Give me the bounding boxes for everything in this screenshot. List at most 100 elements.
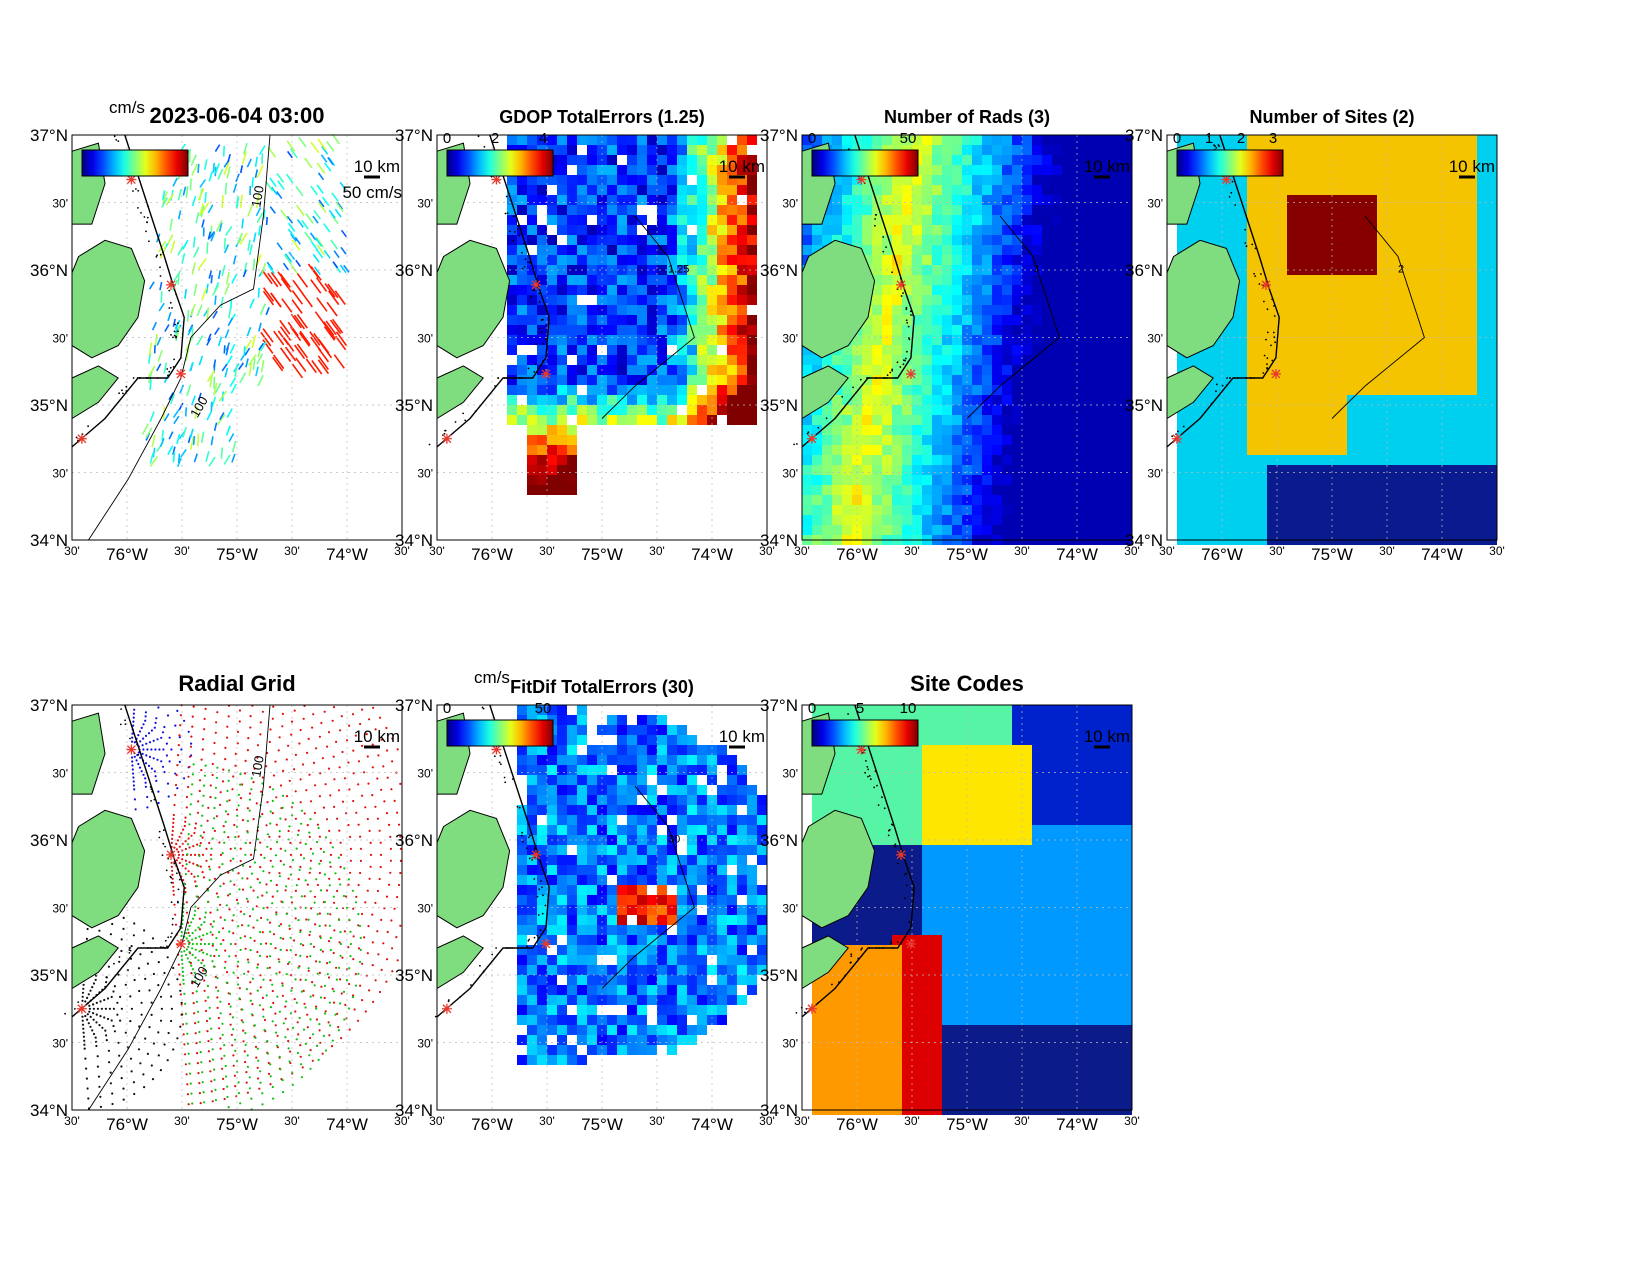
data-cell [882,395,892,405]
data-cell [737,275,747,285]
data-cell [1337,215,1347,225]
data-cell [1122,275,1132,285]
current-vector [296,313,308,329]
data-cell [1477,255,1487,265]
data-cell [1072,435,1082,445]
data-cell [862,435,872,445]
latitude-tick-label: 30' [417,197,433,211]
data-cell [557,465,567,475]
data-cell [1072,175,1082,185]
data-cell [577,395,587,405]
data-cell [832,405,842,415]
data-cell [507,235,517,245]
data-cell [1337,175,1347,185]
data-cell [1022,295,1032,305]
data-cell [822,485,832,495]
data-cell [1427,235,1437,245]
grid-point [200,769,203,772]
grid-point [179,724,182,727]
data-cell [1002,135,1012,145]
current-vector [180,449,187,458]
grid-point [343,930,346,933]
data-cell [1297,305,1307,315]
grid-point [303,812,306,815]
data-cell [862,135,872,145]
data-cell [882,425,892,435]
radar-site-marker [1261,279,1271,290]
data-cell [1112,375,1122,385]
data-cell [1387,435,1397,445]
data-cell [1092,245,1102,255]
data-cell [882,235,892,245]
data-cell [1397,375,1407,385]
data-cell [527,305,537,315]
grid-point [374,901,377,905]
data-cell [1457,175,1467,185]
data-cell [547,425,557,435]
data-cell [1407,255,1417,265]
data-cell [942,175,952,185]
current-vector [280,209,289,221]
grid-point [252,889,255,892]
data-cell [922,305,932,315]
data-cell [1487,395,1497,405]
data-cell [1487,505,1497,515]
grid-point [268,740,271,744]
data-cell [547,335,557,345]
data-cell [952,205,962,215]
data-cell [1002,505,1012,515]
grid-point [155,717,158,720]
grid-point [282,769,285,773]
data-cell [1367,215,1377,225]
data-cell [697,175,707,185]
data-cell [1217,235,1227,245]
data-cell [992,315,1002,325]
data-cell [1082,345,1092,355]
data-cell [517,305,527,315]
grid-point [207,1050,210,1053]
data-cell [1377,435,1387,445]
data-cell [1122,515,1132,525]
grid-point [200,938,203,941]
grid-point [269,728,272,731]
grid-point [235,898,239,902]
data-cell [597,385,607,395]
data-cell [842,385,852,395]
scale-bar-label: 10 km [354,157,400,176]
latitude-tick-label: 30' [1147,467,1163,481]
grid-point [327,767,331,770]
data-cell [1297,265,1307,275]
data-cell [1072,355,1082,365]
grid-point [232,775,235,778]
data-cell [862,335,872,345]
data-cell [922,495,932,505]
data-cell [982,505,992,515]
data-cell [737,415,747,425]
data-cell [1467,385,1477,395]
data-cell [697,325,707,335]
coast-dot [1251,243,1254,246]
data-cell [1032,225,1042,235]
data-cell [972,385,982,395]
data-cell [557,285,567,295]
data-cell [537,175,547,185]
data-cell [1277,525,1287,535]
grid-point [168,736,171,739]
data-cell [932,525,942,535]
grid-point [349,871,352,874]
data-cell [587,345,597,355]
data-cell [822,465,832,475]
data-cell [1307,165,1317,175]
data-cell [717,145,727,155]
grid-point [279,784,283,787]
coast-dot [891,369,894,372]
data-cell [962,175,972,185]
data-cell [922,335,932,345]
grid-point [161,765,165,768]
grid-point [238,709,242,712]
current-vector [149,452,154,464]
data-cell [1022,435,1032,445]
data-cell [1427,485,1437,495]
data-cell [982,315,992,325]
data-cell [1267,175,1277,185]
